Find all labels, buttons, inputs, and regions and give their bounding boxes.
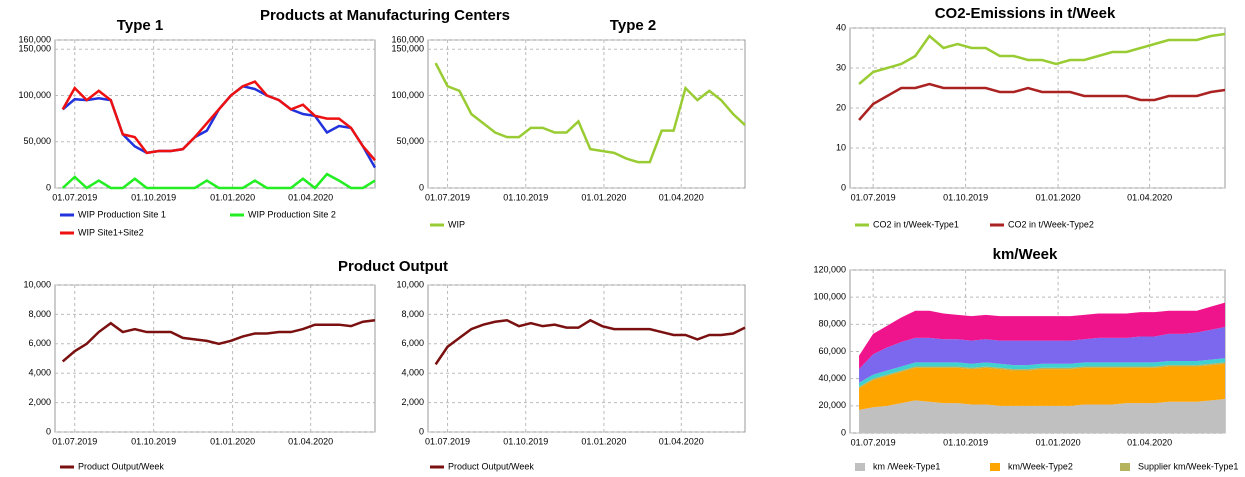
x-tick-label: 01.10.2019: [131, 436, 176, 446]
y-tick-label: 160,000: [18, 34, 51, 44]
legend-label: WIP Site1+Site2: [78, 227, 144, 237]
y-tick-label: 100,000: [813, 292, 846, 302]
legend-swatch: [990, 463, 1000, 471]
y-tick-label: 0: [841, 427, 846, 437]
y-tick-label: 0: [419, 426, 424, 436]
x-tick-label: 01.01.2020: [210, 192, 255, 202]
y-tick-label: 40,000: [818, 373, 846, 383]
plot-area: [54, 284, 376, 433]
y-tick-label: 50,000: [396, 136, 424, 146]
x-tick-label: 01.07.2019: [851, 437, 896, 447]
y-tick-label: 6,000: [401, 338, 424, 348]
plot-area: [427, 39, 746, 189]
series-line: [61, 319, 376, 363]
y-tick-label: 160,000: [391, 34, 424, 44]
y-tick-label: 20: [836, 102, 846, 112]
y-tick-label: 150,000: [18, 44, 51, 54]
legend-label: Product Output/Week: [78, 461, 164, 471]
y-tick-label: 10: [836, 142, 846, 152]
y-tick-label: 100,000: [18, 90, 51, 100]
x-tick-label: 01.01.2020: [581, 192, 626, 202]
legend-label: CO2 in t/Week-Type1: [873, 219, 959, 229]
legend-swatch: [1120, 463, 1130, 471]
heading: Product Output: [338, 258, 448, 275]
series-line: [858, 82, 1226, 121]
y-tick-label: 50,000: [23, 136, 51, 146]
series-line: [61, 80, 376, 162]
series-line: [858, 32, 1226, 85]
y-tick-label: 4,000: [28, 368, 51, 378]
x-tick-label: 01.04.2020: [288, 436, 333, 446]
y-tick-label: 30: [836, 62, 846, 72]
y-tick-label: 100,000: [391, 90, 424, 100]
legend-label: km/Week-Type2: [1008, 461, 1073, 471]
x-tick-label: 01.07.2019: [52, 192, 97, 202]
y-tick-label: 40: [836, 22, 846, 32]
x-tick-label: 01.07.2019: [425, 436, 470, 446]
chart-title: km/Week: [993, 246, 1058, 263]
legend-label: Supplier km/Week-Type1: [1138, 461, 1238, 471]
y-tick-label: 4,000: [401, 368, 424, 378]
legend-swatch: [855, 463, 865, 471]
legend-label: Product Output/Week: [448, 461, 534, 471]
x-tick-label: 01.04.2020: [659, 436, 704, 446]
chart-title: Type 1: [117, 17, 163, 34]
y-tick-label: 0: [46, 182, 51, 192]
x-tick-label: 01.04.2020: [1127, 437, 1172, 447]
y-tick-label: 2,000: [401, 397, 424, 407]
plot-area: [427, 284, 746, 433]
legend-label: WIP Production Site 2: [248, 209, 336, 219]
y-tick-label: 0: [419, 182, 424, 192]
series-line: [434, 62, 746, 164]
legend-label: WIP: [448, 219, 465, 229]
x-tick-label: 01.10.2019: [943, 192, 988, 202]
x-tick-label: 01.10.2019: [131, 192, 176, 202]
y-tick-label: 20,000: [818, 400, 846, 410]
legend-label: CO2 in t/Week-Type2: [1008, 219, 1094, 229]
x-tick-label: 01.01.2020: [1036, 437, 1081, 447]
x-tick-label: 01.07.2019: [425, 192, 470, 202]
chart-title: Type 2: [610, 17, 656, 34]
legend-label: WIP Production Site 1: [78, 209, 166, 219]
x-tick-label: 01.01.2020: [210, 436, 255, 446]
y-tick-label: 10,000: [23, 279, 51, 289]
area: [859, 399, 1225, 433]
y-tick-label: 8,000: [28, 309, 51, 319]
x-tick-label: 01.07.2019: [851, 192, 896, 202]
series-line: [434, 318, 746, 366]
series-line: [61, 172, 376, 190]
heading: Products at Manufacturing Centers: [260, 7, 510, 24]
y-tick-label: 8,000: [401, 309, 424, 319]
legend-label: km /Week-Type1: [873, 461, 940, 471]
area: [859, 358, 1225, 387]
x-tick-label: 01.01.2020: [1036, 192, 1081, 202]
x-tick-label: 01.04.2020: [1127, 192, 1172, 202]
y-tick-label: 150,000: [391, 44, 424, 54]
x-tick-label: 01.10.2019: [503, 436, 548, 446]
area: [859, 363, 1225, 410]
chart-title: CO2-Emissions in t/Week: [935, 5, 1116, 22]
x-tick-label: 01.10.2019: [503, 192, 548, 202]
y-tick-label: 80,000: [818, 319, 846, 329]
y-tick-label: 60,000: [818, 346, 846, 356]
x-tick-label: 01.01.2020: [581, 436, 626, 446]
y-tick-label: 6,000: [28, 338, 51, 348]
x-tick-label: 01.04.2020: [288, 192, 333, 202]
y-tick-label: 2,000: [28, 397, 51, 407]
area: [859, 327, 1225, 383]
x-tick-label: 01.04.2020: [659, 192, 704, 202]
y-tick-label: 120,000: [813, 264, 846, 274]
y-tick-label: 0: [841, 182, 846, 192]
y-tick-label: 0: [46, 426, 51, 436]
x-tick-label: 01.10.2019: [943, 437, 988, 447]
x-tick-label: 01.07.2019: [52, 436, 97, 446]
area: [859, 302, 1225, 370]
y-tick-label: 10,000: [396, 279, 424, 289]
